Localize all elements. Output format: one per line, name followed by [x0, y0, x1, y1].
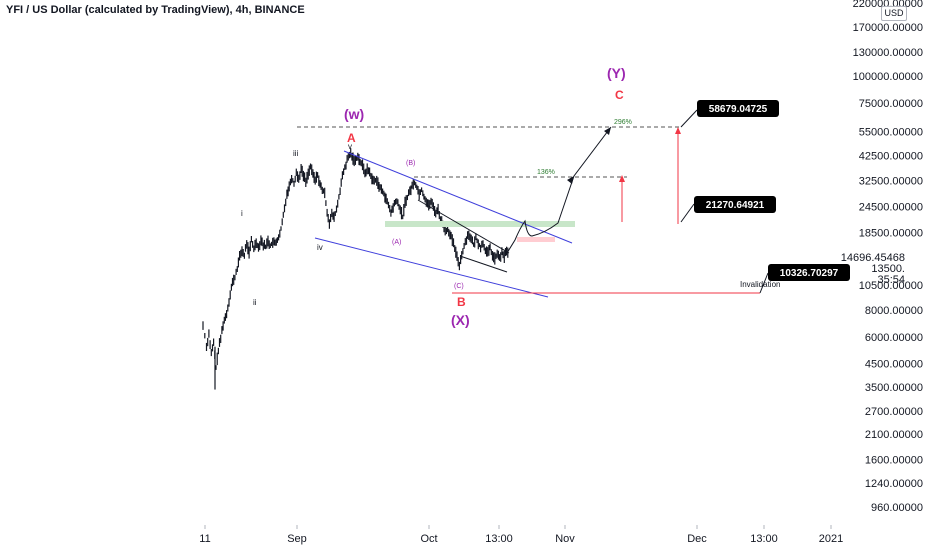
wave-label-Y: (Y): [607, 65, 626, 81]
price-tag-label: 14696.45468: [841, 252, 905, 264]
wave-label-iii: iii: [293, 149, 299, 158]
wedge-upper-line[interactable]: [417, 199, 510, 254]
wave-label-A-paren: (A): [392, 239, 401, 246]
callout-21270: 21270.64921: [706, 200, 765, 211]
wave-label-w: (w): [344, 106, 364, 122]
percent-label-136: 136%: [537, 169, 555, 176]
price-tick-label: 1240.00000: [865, 478, 923, 490]
percent-label-296: 296%: [614, 119, 632, 126]
price-tick-label: 2700.00000: [865, 406, 923, 418]
price-tick-label: 6000.00000: [865, 332, 923, 344]
callout-box-58679[interactable]: [697, 100, 779, 117]
price-tick-label: 960.00000: [871, 502, 923, 514]
price-tick-label: 55000.00000: [859, 127, 923, 139]
price-tag-label: 13500.: [871, 263, 905, 275]
currency-badge[interactable]: USD: [881, 6, 907, 21]
price-tick-label: 170000.00000: [853, 22, 923, 34]
price-tick-label: 18500.00000: [859, 228, 923, 240]
channel-upper-line[interactable]: [343, 150, 573, 244]
target-arrow-296-head: [675, 127, 681, 134]
time-tick-label: 13:00: [750, 533, 778, 545]
callout-box-10326[interactable]: [768, 264, 850, 281]
price-tick-label: 1600.00000: [865, 454, 923, 466]
price-axis-background: [860, 0, 932, 550]
time-tick-label: 2021: [819, 533, 843, 545]
ticker-title: YFI / US Dollar (calculated by TradingVi…: [6, 4, 305, 16]
drawings-layer[interactable]: 58679.04725 21270.64921 10326.70297 Inva…: [241, 65, 850, 328]
price-axis[interactable]: 220000.00000 170000.00000 130000.00000 1000…: [853, 0, 932, 550]
price-tick-label: 3500.00000: [865, 382, 923, 394]
target-zone-green: [385, 221, 575, 227]
price-tick-label: 130000.00000: [853, 47, 923, 59]
price-tick-label: 4500.00000: [865, 359, 923, 371]
time-tick-label: 11: [199, 533, 210, 545]
price-tick-label: 2100.00000: [865, 429, 923, 441]
price-tick-label: 24500.00000: [859, 201, 923, 213]
time-tick-label: Sep: [287, 533, 307, 545]
wave-label-iv: iv: [317, 243, 323, 252]
wave-label-C-paren: (C): [454, 283, 464, 290]
callout-connector-2: [680, 203, 695, 223]
price-tick-label: 100000.00000: [853, 71, 923, 83]
price-tick-label: 220000.00000: [853, 0, 923, 10]
price-tick-label: 10500.00000: [859, 280, 923, 292]
price-tag-label: 35:54: [877, 274, 905, 286]
projection-path[interactable]: [506, 126, 612, 254]
wave-label-A: A: [347, 131, 356, 145]
wave-label-v: v: [348, 142, 352, 151]
channel-lower-line[interactable]: [314, 237, 549, 298]
invalidation-label: Invalidation: [740, 280, 780, 289]
price-tick-label: 75000.00000: [859, 98, 923, 110]
wave-label-C: C: [615, 88, 624, 102]
projection-arrowhead-136: [567, 176, 574, 184]
time-axis[interactable]: 11 Sep Oct 13:00 Nov Dec 13:00 2021: [199, 525, 843, 545]
callout-connector-3: [759, 272, 769, 294]
projection-arrowhead-296: [604, 127, 611, 135]
wave-label-B: B: [457, 295, 466, 309]
time-tick-label: Oct: [420, 533, 437, 545]
callout-58679: 58679.04725: [709, 104, 768, 115]
callout-box-21270[interactable]: [694, 196, 776, 213]
candles-layer: [202, 148, 509, 390]
time-tick-label: Nov: [555, 533, 575, 545]
callout-10326: 10326.70297: [780, 268, 839, 279]
target-arrow-136-head: [619, 175, 625, 182]
wedge-lower-line[interactable]: [459, 255, 508, 273]
price-tick-label: 42500.00000: [859, 150, 923, 162]
time-tick-label: Dec: [687, 533, 707, 545]
target-zone-red: [517, 237, 555, 242]
wave-label-B-paren: (B): [406, 160, 415, 167]
callout-connector-1: [680, 109, 698, 128]
wave-label-ii: ii: [253, 298, 257, 307]
price-tick-label: 32500.00000: [859, 175, 923, 187]
wave-label-X: (X): [451, 312, 470, 328]
wave-label-i: i: [241, 209, 243, 218]
time-tick-label: 13:00: [485, 533, 513, 545]
price-tick-label: 8000.00000: [865, 305, 923, 317]
